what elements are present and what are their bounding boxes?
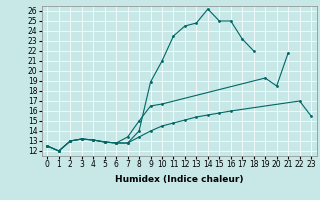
X-axis label: Humidex (Indice chaleur): Humidex (Indice chaleur) [115, 175, 244, 184]
